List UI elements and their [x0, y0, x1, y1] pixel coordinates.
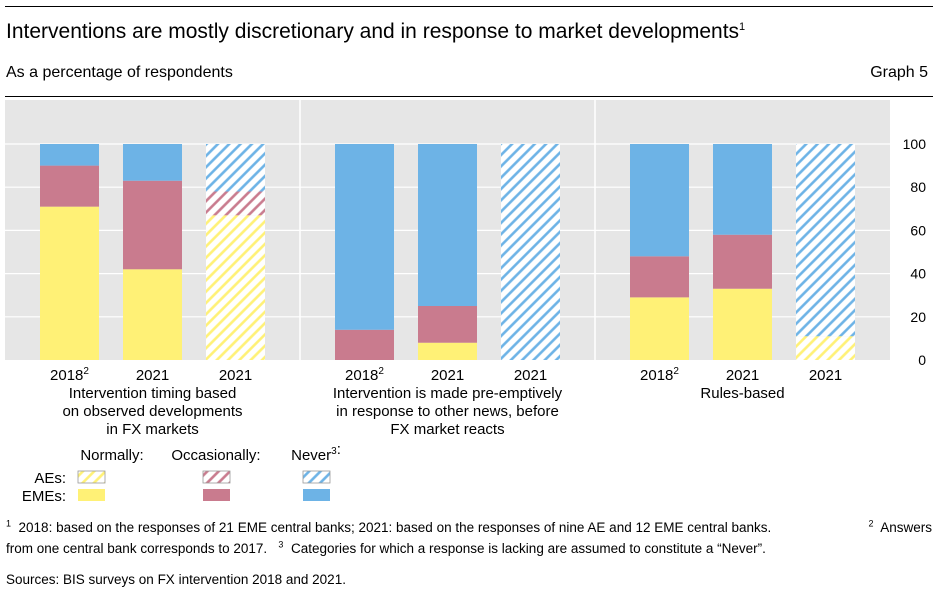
- panel-label: Intervention timing based: [69, 385, 237, 402]
- footnotes: 1 2018: based on the responses of 21 EME…: [6, 517, 932, 559]
- bar-segment-normally: [796, 336, 855, 360]
- y-tick-label: 40: [910, 266, 926, 282]
- bar-segment-never: [206, 144, 265, 192]
- bar-segment-never: [796, 144, 855, 337]
- x-tick-label: 2021: [809, 367, 842, 384]
- legend-header-normally: Normally:: [80, 447, 143, 464]
- x-tick-label: 2021: [219, 367, 252, 384]
- bar-segment-never: [40, 144, 99, 166]
- y-tick-label: 0: [918, 352, 926, 368]
- legend-header-never: Never3:: [291, 441, 341, 464]
- bar-segment-never: [713, 144, 772, 235]
- panel-1-bars: [40, 144, 265, 360]
- chart-title: Interventions are mostly discretionary a…: [6, 20, 745, 44]
- bar-segment-never: [418, 144, 477, 306]
- x-tick-label: 20182: [50, 366, 89, 384]
- x-tick-label: 20182: [345, 366, 384, 384]
- footnote-2-continued: from one central bank corresponds to 201…: [6, 541, 268, 556]
- legend-row-label: EMEs:: [22, 488, 66, 505]
- bar-segment-normally: [418, 342, 477, 360]
- legend-swatch-normally-emes: [78, 489, 105, 501]
- bar-segment-normally: [123, 269, 182, 360]
- panel-label: in FX markets: [106, 421, 199, 438]
- panel-2-bars: [335, 144, 560, 360]
- x-tick-label: 2021: [136, 367, 169, 384]
- bar-segment-normally: [40, 206, 99, 360]
- legend-swatch-never-aes: [302, 470, 331, 484]
- y-tick-label: 80: [910, 179, 926, 195]
- legend-swatch-occasionally-emes: [203, 489, 230, 501]
- bar-segment-never: [335, 144, 394, 330]
- footnote-1-text: 2018: based on the responses of 21 EME c…: [18, 520, 772, 535]
- bar-segment-occasionally: [206, 191, 265, 216]
- panel-3-bars: [630, 144, 855, 360]
- legend-swatch-normally-aes: [77, 470, 106, 484]
- footnote-line-2: from one central bank corresponds to 201…: [6, 538, 932, 559]
- legend-row-label: AEs:: [34, 470, 66, 487]
- chart-subtitle: As a percentage of respondents: [6, 64, 233, 81]
- bar-segment-occasionally: [418, 306, 477, 343]
- legend-swatch-never-emes: [303, 489, 330, 501]
- bar-segment-never: [630, 144, 689, 257]
- y-tick-label: 20: [910, 309, 926, 325]
- bar-segment-never: [123, 144, 182, 181]
- chart-title-text: Interventions are mostly discretionary a…: [6, 20, 740, 43]
- bar-segment-occasionally: [630, 256, 689, 298]
- bar-segment-normally: [713, 288, 772, 360]
- header-rule: [5, 96, 933, 97]
- title-footnote-mark: 1: [739, 21, 746, 33]
- bar-segment-never: [501, 144, 560, 360]
- bar-segment-normally: [206, 215, 265, 360]
- footnote-2: 2 Answers: [868, 517, 932, 538]
- panel-label: Intervention is made pre-emptively: [333, 385, 563, 402]
- y-tick-label: 60: [910, 222, 926, 238]
- bar-segment-occasionally: [123, 180, 182, 270]
- x-tick-label: 20182: [640, 366, 679, 384]
- panel-label: in response to other news, before: [336, 403, 559, 420]
- legend-header-occasionally: Occasionally:: [171, 447, 260, 464]
- footnote-3-text: Categories for which a response is lacki…: [290, 541, 766, 556]
- footnote-2-mark: 2: [868, 518, 874, 529]
- bar-segment-occasionally: [335, 329, 394, 360]
- y-tick-label: 100: [903, 136, 927, 152]
- x-tick-label: 2021: [431, 367, 464, 384]
- panel-label: Rules-based: [700, 385, 784, 402]
- top-rule: [5, 6, 933, 7]
- graph-number: Graph 5: [870, 64, 928, 81]
- panel-label: on observed developments: [62, 403, 242, 420]
- bar-segment-occasionally: [40, 165, 99, 207]
- legend-swatch-occasionally-aes: [202, 470, 231, 484]
- footnote-line-1: 1 2018: based on the responses of 21 EME…: [6, 517, 932, 538]
- bar-segment-occasionally: [713, 234, 772, 289]
- footnote-2-text: Answers: [880, 520, 932, 535]
- x-tick-label: 2021: [514, 367, 547, 384]
- sources: Sources: BIS surveys on FX intervention …: [6, 572, 346, 587]
- panel-label: FX market reacts: [390, 421, 504, 438]
- bar-segment-normally: [630, 297, 689, 360]
- footnote-3-mark: 3: [278, 539, 284, 550]
- x-tick-label: 2021: [726, 367, 759, 384]
- footnote-1: 1 2018: based on the responses of 21 EME…: [6, 517, 771, 538]
- footnote-1-mark: 1: [6, 518, 12, 529]
